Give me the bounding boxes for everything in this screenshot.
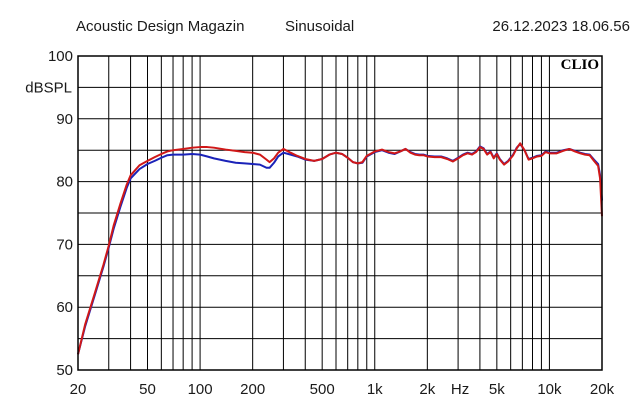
x-tick-label: 50 — [139, 381, 156, 398]
plot-frame — [77, 55, 603, 371]
x-tick-label: 500 — [310, 381, 335, 398]
x-tick-label: 20 — [70, 381, 87, 398]
brand-box — [556, 57, 601, 72]
brand-label: CLIO — [561, 57, 599, 73]
x-tick-label: 5k — [489, 381, 505, 398]
x-tick-label: 20k — [590, 381, 615, 398]
header-publisher: Acoustic Design Magazin — [76, 18, 245, 35]
y-tick-label: 100 — [48, 48, 73, 65]
series-line-1 — [77, 142, 603, 355]
y-tick-label: 90 — [56, 111, 73, 128]
x-tick-label: 200 — [240, 381, 265, 398]
header-mode: Sinusoidal — [285, 18, 355, 35]
y-tick-label: 70 — [56, 236, 73, 253]
x-tick-label: 10k — [537, 381, 562, 398]
y-axis-label: dBSPL — [25, 79, 72, 96]
x-axis-unit: Hz — [451, 381, 469, 398]
y-tick-label: 60 — [56, 299, 73, 316]
x-tick-label: 100 — [188, 381, 213, 398]
x-tick-label: 1k — [367, 381, 383, 398]
y-tick-label: 50 — [56, 362, 73, 379]
y-tick-label: 80 — [56, 174, 73, 191]
series-line-2 — [77, 142, 603, 355]
header-timestamp: 26.12.2023 18.06.56 — [492, 18, 630, 35]
x-tick-label: 2k — [419, 381, 435, 398]
